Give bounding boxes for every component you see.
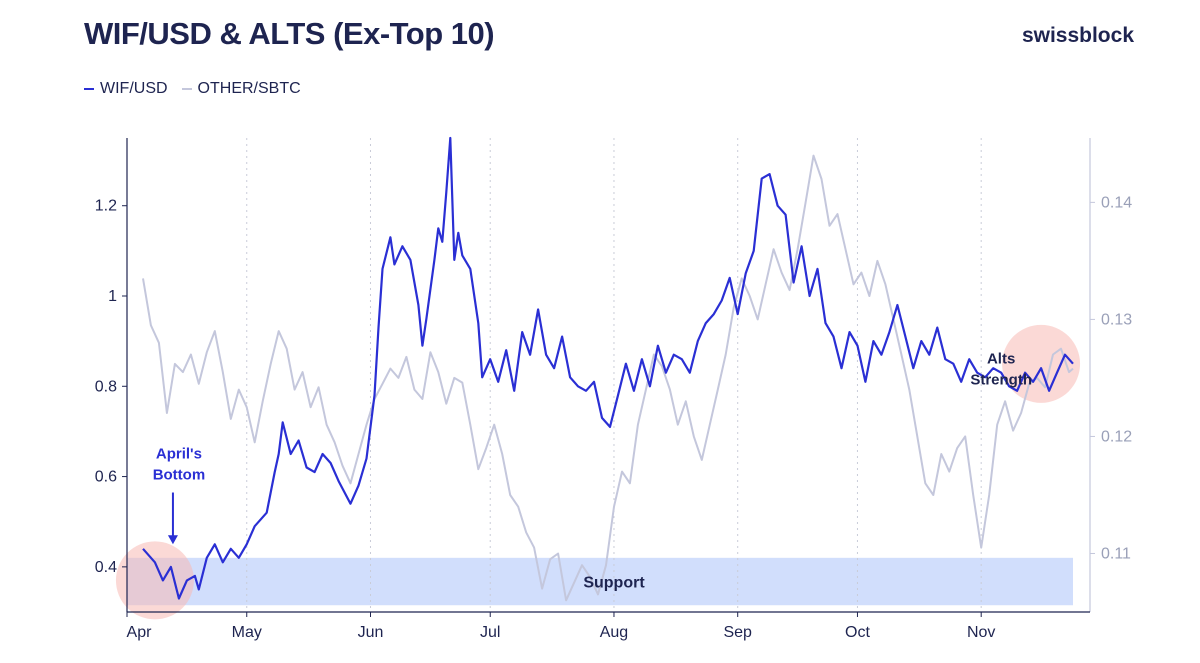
x-tick-label: Aug [600, 624, 628, 641]
support-label: Support [583, 575, 645, 592]
y-right-tick-label: 0.13 [1101, 311, 1132, 328]
series-line-other-sbtc [142, 154, 1074, 602]
x-tick-label: May [232, 624, 262, 641]
x-tick-label: Sep [723, 624, 752, 641]
support-band [127, 557, 1073, 606]
legend-swatch-other [181, 88, 192, 90]
chart-title: WIF/USD & ALTS (Ex-Top 10) [84, 16, 495, 51]
y-right-tick-label: 0.14 [1101, 194, 1132, 211]
annotation-label-line: Strength [970, 372, 1032, 389]
annotation-label-line: Alts [987, 351, 1015, 368]
y-left-tick-label: 0.6 [95, 469, 117, 486]
y-left-tick-label: 0.8 [95, 378, 117, 395]
y-right-tick-label: 0.12 [1101, 428, 1132, 445]
annotation-arrow-head [167, 535, 178, 545]
x-tick-label: Apr [127, 624, 153, 641]
legend: WIF/USD OTHER/SBTC [84, 80, 301, 98]
y-left-tick-label: 1.2 [95, 198, 117, 215]
x-tick-label: Nov [967, 624, 995, 641]
legend-swatch-wif [84, 88, 94, 90]
brand-logo: swissblock [1021, 24, 1134, 47]
y-left-tick-label: 1 [108, 288, 117, 305]
series-line-wif-usd [142, 136, 1074, 600]
highlight-circle-0 [115, 541, 194, 620]
legend-label-other: OTHER/SBTC [197, 80, 301, 97]
x-tick-label: Oct [845, 624, 870, 641]
x-tick-label: Jul [480, 624, 500, 641]
y-right-tick-label: 0.11 [1101, 545, 1131, 562]
x-tick-label: Jun [358, 624, 384, 641]
y-left-tick-label: 0.4 [95, 559, 117, 576]
legend-label-wif: WIF/USD [100, 80, 168, 97]
legend-item-wif: WIF/USD [84, 80, 168, 98]
legend-item-other: OTHER/SBTC [181, 80, 301, 98]
annotation-label-line: April's [156, 446, 202, 463]
annotation-label-line: Bottom [153, 467, 206, 484]
